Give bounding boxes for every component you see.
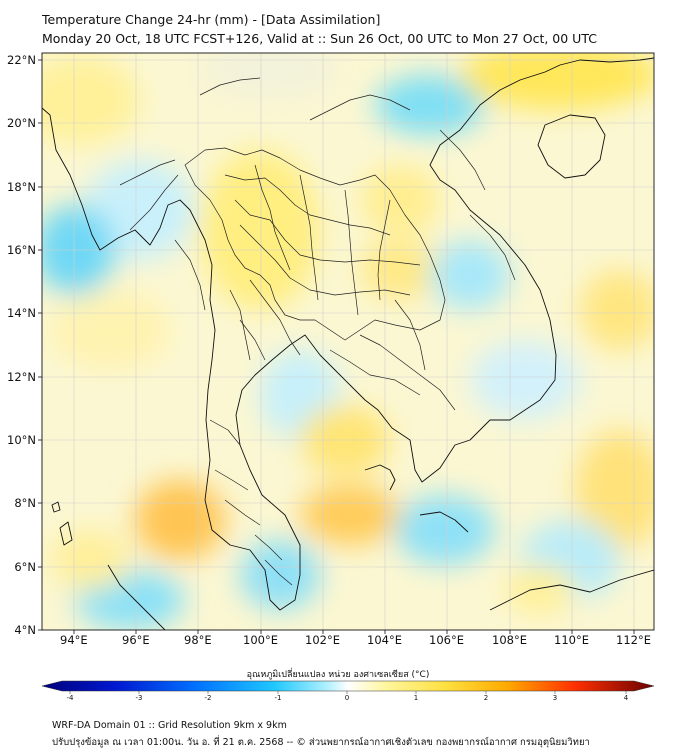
lat-label: 14°N — [7, 306, 36, 320]
lon-label: 104°E — [367, 633, 402, 647]
admin-boundaries — [119, 77, 516, 586]
graticule — [42, 53, 654, 630]
chart-title: Temperature Change 24-hr (mm) - [Data As… — [42, 12, 381, 27]
lon-label: 106°E — [429, 633, 464, 647]
footer-credit: ปรับปรุงข้อมูล ณ เวลา 01:00น. วัน อ. ที่… — [52, 737, 590, 748]
lat-label: 4°N — [14, 623, 36, 637]
chart-subtitle: Monday 20 Oct, 18 UTC FCST+126, Valid at… — [42, 31, 597, 46]
lon-label: 110°E — [554, 633, 589, 647]
colorbar — [41, 680, 655, 692]
colorbar-tick: -3 — [135, 694, 143, 702]
lon-label: 108°E — [492, 633, 527, 647]
lat-label: 20°N — [7, 116, 36, 130]
lon-label: 112°E — [616, 633, 651, 647]
colorbar-tick: -4 — [66, 694, 74, 702]
colorbar-tick: -2 — [204, 694, 212, 702]
colorbar-label: อุณหภูมิเปลี่ยนแปลง หน่วย องศาเซลเซียส (… — [246, 670, 430, 680]
lat-label: 8°N — [14, 496, 36, 510]
lon-label: 102°E — [305, 633, 340, 647]
map-panel — [38, 52, 655, 694]
map-frame — [41, 52, 655, 631]
lon-label: 94°E — [60, 633, 88, 647]
lat-label: 18°N — [7, 180, 36, 194]
lat-label: 22°N — [7, 53, 36, 67]
lon-label: 98°E — [184, 633, 212, 647]
lat-label: 6°N — [14, 560, 36, 574]
colorbar-tick: 2 — [483, 694, 489, 702]
colorbar-tick: -1 — [274, 694, 282, 702]
coastlines — [42, 57, 654, 630]
colorbar-tick: 1 — [413, 694, 419, 702]
lon-label: 96°E — [122, 633, 150, 647]
lat-label: 16°N — [7, 243, 36, 257]
lat-label: 12°N — [7, 370, 36, 384]
colorbar-tick: 4 — [623, 694, 629, 702]
footer-model-info: WRF-DA Domain 01 :: Grid Resolution 9km … — [52, 720, 287, 731]
lon-label: 100°E — [243, 633, 278, 647]
colorbar-tick: 3 — [552, 694, 558, 702]
lat-label: 10°N — [7, 433, 36, 447]
colorbar-tick: 0 — [344, 694, 350, 702]
